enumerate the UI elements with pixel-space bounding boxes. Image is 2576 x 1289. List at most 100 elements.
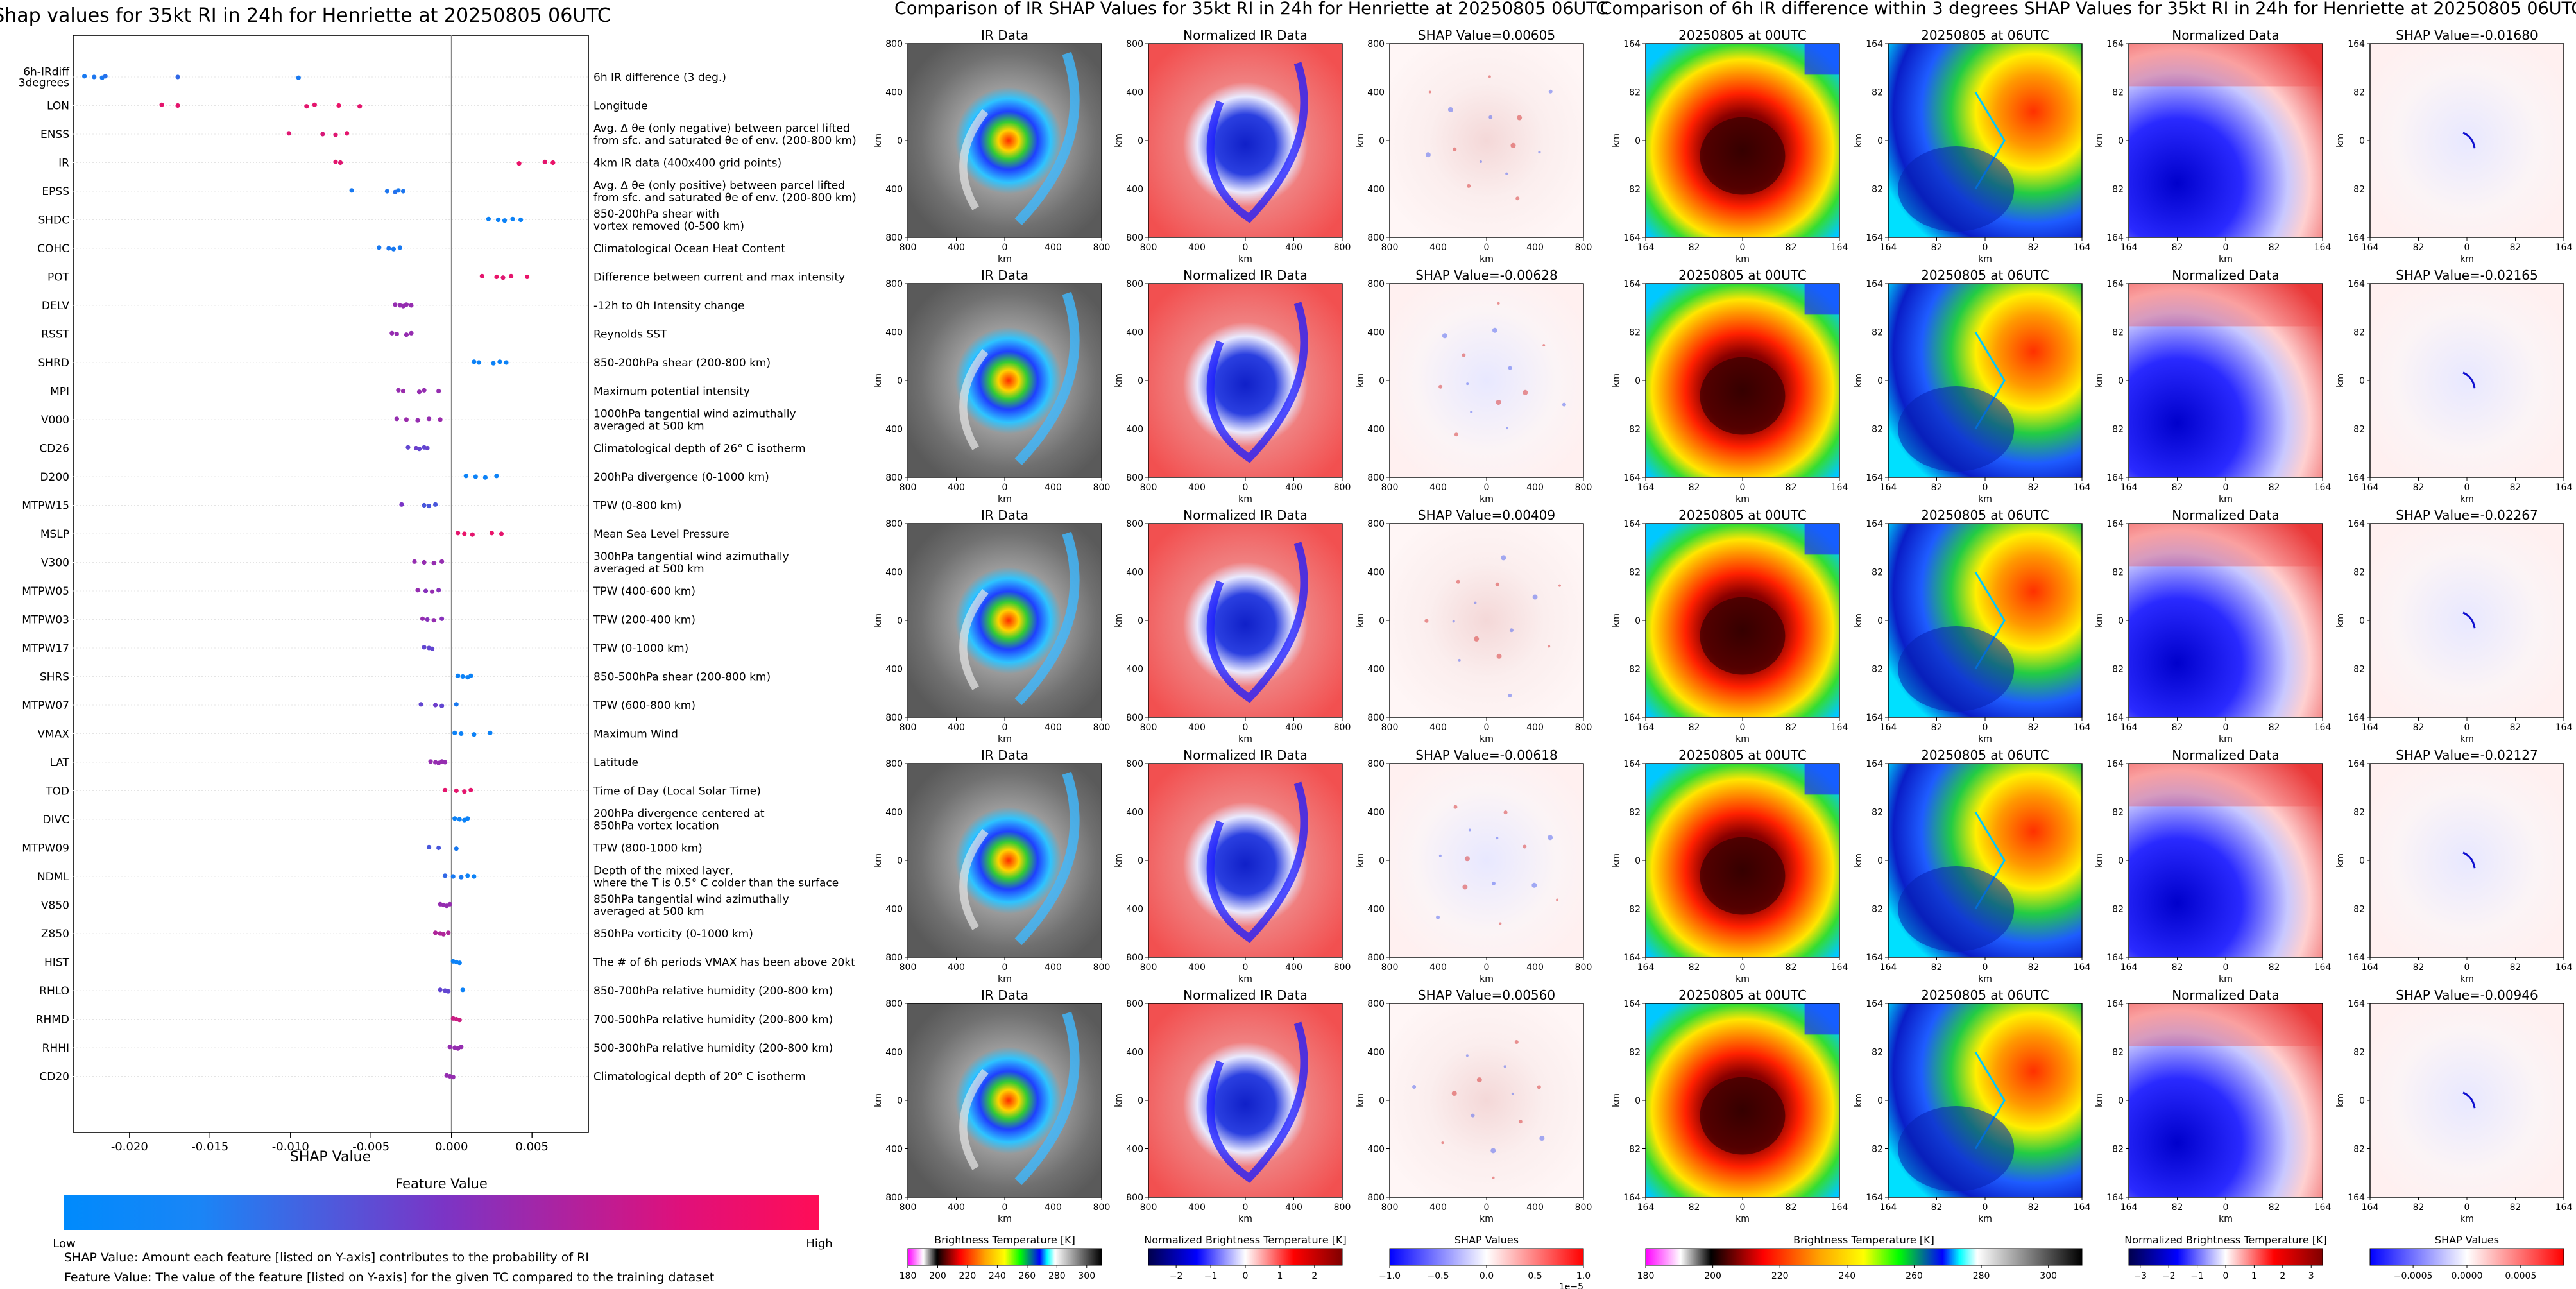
feature-name-label: LON (47, 100, 69, 113)
panel-title: 20250805 at 00UTC (1678, 747, 1807, 763)
y-axis-label: km (2335, 853, 2346, 867)
colorbar-tick-label: 220 (959, 1271, 977, 1281)
shap-speck (1539, 1136, 1545, 1141)
shap-point (510, 216, 515, 221)
shap-speck (1447, 107, 1453, 112)
shap-point (320, 132, 325, 137)
heatmap-image (1148, 764, 1342, 957)
x-tick-label: 800 (1093, 482, 1111, 493)
panel-title: 20250805 at 06UTC (1921, 268, 2049, 283)
y-tick-label: 0 (1635, 616, 1641, 626)
feature-description-label: The # of 6h periods VMAX has been above … (593, 957, 855, 969)
shap-point (433, 930, 438, 935)
shap-point (426, 416, 432, 422)
y-axis-label: km (1355, 1093, 1365, 1107)
shap-point (422, 559, 427, 565)
feature-gridlines (73, 76, 588, 1077)
y-tick-label: 164 (1866, 1193, 1883, 1203)
heatmap-image (1148, 284, 1342, 477)
shap-point (394, 331, 399, 337)
y-axis-label: km (873, 1093, 883, 1107)
warm-band (2129, 524, 2323, 567)
x-tick-label: 400 (948, 482, 965, 493)
y-tick-label: 164 (2348, 519, 2365, 529)
colorbar-tick-label: −2 (1170, 1271, 1183, 1281)
colorbar-title: Feature Value (395, 1176, 488, 1191)
y-tick-label: 800 (1367, 953, 1385, 963)
feature-description-label: 850-200hPa shear (200-800 km) (593, 357, 771, 370)
y-tick-label: 82 (2112, 808, 2124, 818)
colorbar-tick-label: 240 (1838, 1271, 1855, 1281)
x-tick-label: 82 (2413, 482, 2425, 493)
y-tick-label: 164 (1623, 279, 1641, 289)
shap-point (433, 502, 438, 507)
x-axis-label: km (1736, 254, 1750, 264)
y-tick-label: 82 (1629, 905, 1641, 915)
shap-speck (1428, 90, 1431, 94)
shap-summary-axes (73, 35, 589, 1133)
feature-description-label: Avg. Δ θe (only positive) between parcel… (593, 180, 857, 205)
shap-speck (1562, 402, 1566, 407)
shap-point (443, 760, 448, 765)
x-tick-label: 400 (1188, 962, 1206, 973)
shap-point (296, 75, 301, 80)
x-tick-label: 0 (2464, 962, 2470, 973)
y-tick-label: 800 (1367, 279, 1385, 289)
y-tick-label: 164 (2106, 473, 2124, 483)
x-axis-label: km (1238, 494, 1252, 504)
x-axis-label: km (1480, 734, 1494, 744)
cloud-band (959, 108, 989, 210)
y-tick-label: 0 (1138, 136, 1143, 146)
x-tick-label: 0 (2464, 482, 2470, 493)
x-tick-label: 0 (1484, 243, 1490, 253)
y-axis-label: km (1854, 373, 1864, 388)
colorbar-tick-label: 0 (1243, 1271, 1249, 1281)
x-axis-label: SHAP Value (290, 1149, 371, 1165)
feature-rows: 6h-IRdiff 3degrees 6h IR difference (3 deg… (19, 66, 857, 1084)
shap-point (431, 561, 436, 566)
y-tick-label: 82 (1629, 665, 1641, 675)
panel-title: 20250805 at 00UTC (1678, 28, 1807, 43)
y-tick-label: 0 (897, 376, 903, 386)
shap-point (472, 874, 477, 879)
shap-point (489, 531, 495, 536)
colorbar-tick-label: 0 (2223, 1271, 2229, 1281)
y-axis-label: km (2094, 1093, 2104, 1107)
feature-name-label: LAT (49, 756, 69, 769)
x-axis-label: km (2460, 734, 2474, 744)
shap-point (457, 1018, 462, 1023)
colorbar: Brightness Temperature [K] 180 200 220 240 26… (900, 1234, 1102, 1281)
feature-description-label: 850-200hPa shear with vortex removed (0-5… (593, 208, 744, 233)
colorbar-tick-label: 3 (2308, 1271, 2314, 1281)
y-tick-label: 800 (885, 1193, 903, 1203)
y-tick-label: 0 (2118, 856, 2124, 866)
y-tick-label: 800 (1367, 39, 1385, 49)
y-tick-label: 400 (885, 88, 903, 98)
shap-speck (1490, 1148, 1496, 1154)
shap-point (422, 388, 427, 393)
x-tick-label: 800 (1334, 722, 1351, 733)
x-axis-label: km (1238, 974, 1252, 984)
x-tick-label: 164 (1831, 722, 1848, 733)
colorbar-offset-label: 1e−5 (1559, 1282, 1583, 1289)
y-axis-label: km (1355, 853, 1365, 867)
feature-description-label: TPW (0-1000 km) (593, 642, 688, 655)
x-tick-label: 0 (1983, 1202, 1988, 1213)
y-tick-label: 0 (1877, 616, 1883, 626)
x-tick-label: 164 (2314, 482, 2332, 493)
y-tick-label: 0 (2118, 376, 2124, 386)
x-tick-label: 82 (1786, 1202, 1797, 1213)
shap-feature (2462, 851, 2476, 869)
shap-point (518, 217, 524, 223)
y-tick-label: 800 (1367, 1193, 1385, 1203)
heatmap-image (1148, 1003, 1342, 1197)
x-tick-label: 164 (2120, 962, 2138, 973)
x-tick-label: 82 (2269, 1202, 2280, 1213)
y-tick-label: 164 (2106, 713, 2124, 723)
feature-description-label: 850hPa vorticity (0-1000 km) (593, 928, 753, 941)
shap-point (399, 502, 404, 507)
